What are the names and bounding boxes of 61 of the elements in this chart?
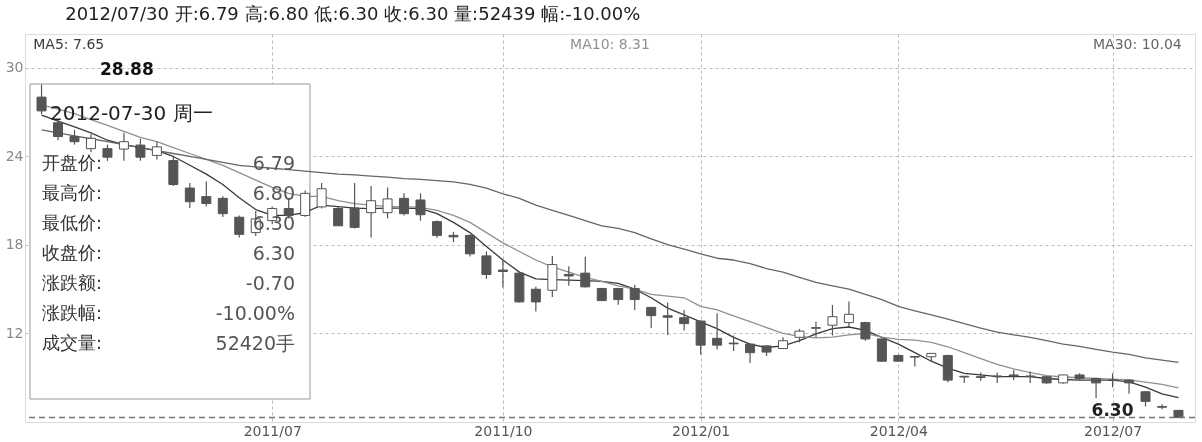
y-tick-label: 18	[5, 236, 24, 253]
candlestick	[810, 321, 821, 338]
candlestick	[201, 180, 212, 208]
candlestick	[481, 250, 492, 280]
candlestick	[382, 186, 393, 220]
candlestick	[415, 192, 426, 222]
candlestick	[234, 214, 245, 239]
x-tick-label: 2011/10	[474, 422, 533, 439]
y-tick-label: 24	[5, 147, 24, 164]
x-tick-label: 2012/04	[869, 422, 929, 439]
candlestick	[662, 301, 673, 336]
annotation: 开盘价:	[42, 152, 103, 173]
candlestick	[36, 83, 47, 115]
annotation: 2012-07-30 周一	[50, 101, 213, 125]
candlestick	[497, 259, 508, 289]
ref-line-label: 6.30	[1091, 399, 1134, 420]
candlestick	[629, 284, 640, 311]
candlestick	[118, 132, 129, 162]
candlestick	[580, 256, 591, 289]
x-tick-label: 2011/07	[243, 422, 302, 439]
candlestick	[876, 338, 887, 363]
annotation: 收盘价:	[42, 242, 103, 263]
candlestick	[843, 301, 854, 328]
candlestick	[168, 155, 179, 187]
candlestick	[366, 185, 377, 239]
annotation: 6.80	[252, 182, 295, 204]
candlestick	[316, 182, 327, 210]
chart-title: 2012/07/30 开:6.79 高:6.80 低:6.30 收:6.30 量:52439 幅:-10.00%	[65, 3, 641, 24]
annotation: -10.00%	[215, 302, 295, 324]
candlestick	[679, 309, 690, 332]
candlestick	[135, 138, 146, 162]
annotation: 28.88	[100, 59, 154, 79]
candlestick	[53, 118, 64, 141]
candlestick	[712, 312, 723, 350]
candlestick	[399, 192, 410, 217]
y-tick-label: 12	[5, 324, 24, 341]
candlestick	[349, 182, 360, 230]
annotation: 最高价:	[42, 182, 103, 203]
text: MA30: 10.04	[1093, 36, 1182, 52]
candlestick	[184, 182, 195, 209]
annotation: -0.70	[245, 272, 295, 294]
candlestick	[1156, 403, 1167, 410]
text: MA10: 8.31	[570, 36, 650, 52]
x-tick-label: 2012/07	[1083, 422, 1143, 439]
annotation: 最低价:	[42, 212, 103, 233]
candlestick	[464, 233, 475, 258]
annotation: 成交量:	[42, 332, 103, 353]
text: MA5: 7.65	[33, 36, 105, 52]
x-tick-label: 2012/01	[672, 422, 731, 439]
y-tick-label: 30	[5, 59, 24, 76]
annotation: 6.30	[252, 242, 295, 264]
candlestick	[333, 206, 344, 227]
candlestick	[1124, 378, 1135, 395]
annotation: 52420手	[215, 332, 295, 354]
candlestick	[563, 265, 574, 287]
candlestick	[745, 343, 756, 364]
candlestick	[827, 304, 838, 337]
candlestick	[217, 195, 228, 218]
candlestick	[530, 286, 541, 313]
annotation: 涨跌额:	[42, 272, 103, 293]
annotation: 涨跌幅:	[42, 302, 103, 323]
